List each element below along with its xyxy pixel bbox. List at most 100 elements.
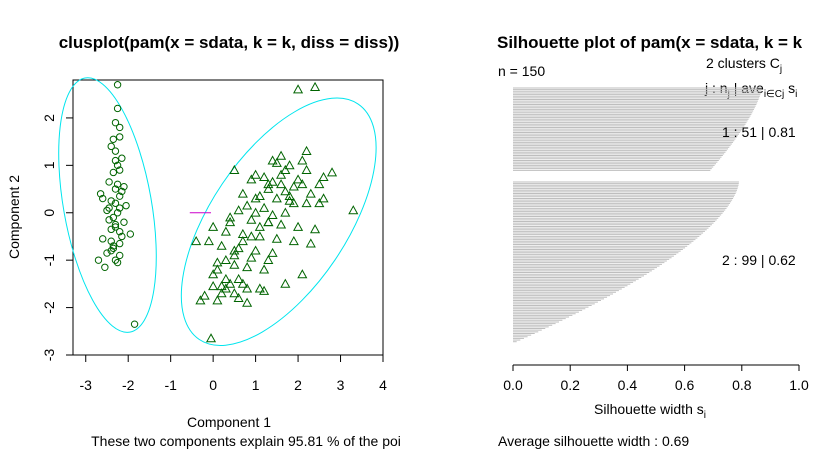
cluster-2-point: [276, 150, 287, 160]
cluster-2-point: [233, 205, 244, 215]
cluster-1-point: [120, 218, 128, 226]
cluster-1-point: [107, 197, 115, 205]
cluster-1-point: [111, 220, 120, 229]
cluster-2-point: [220, 254, 231, 265]
silhouette-average-label: Average silhouette width : 0.69: [498, 433, 689, 449]
clusplot-ylabel: Component 2: [6, 175, 22, 259]
cluster-2-point: [259, 285, 270, 295]
cluster-2-point: [263, 183, 274, 193]
y-tick-label: 2: [41, 114, 57, 122]
cluster-2-point: [246, 174, 257, 184]
cluster-2-point: [229, 164, 240, 174]
x-tick-label: -1: [164, 377, 177, 393]
x-tick-label: 0.2: [560, 377, 580, 393]
cluster-2-point: [288, 235, 299, 246]
x-tick-label: 2: [294, 377, 302, 393]
cluster-1-point: [116, 239, 124, 248]
cluster-2-point: [276, 219, 287, 229]
x-tick-label: 3: [337, 377, 345, 393]
cluster-1-point: [103, 206, 111, 215]
cluster-2-point: [293, 84, 304, 94]
cluster-2-point: [220, 226, 231, 236]
cluster-2-point: [301, 164, 312, 174]
cluster-2-point: [208, 221, 219, 231]
cluster-2-point: [259, 171, 270, 182]
cluster-2-point: [267, 155, 278, 165]
cluster-2-point: [220, 273, 231, 283]
cluster-2-point: [216, 281, 227, 291]
cluster-1-point: [109, 244, 118, 253]
cluster-1-point: [116, 192, 124, 200]
clusplot-x-axis: -3 -2 -1 0 1 2 3 4: [80, 355, 387, 393]
cluster-2-point: [293, 221, 304, 231]
cluster-1-point: [130, 320, 139, 328]
cluster-2-point: [263, 217, 274, 227]
silhouette-title: Silhouette plot of pam(x = sdata, k = k: [497, 33, 803, 52]
cluster-1-point: [118, 187, 126, 196]
silhouette-bars: [513, 87, 762, 343]
clusplot-y-axis: -3 -2 -1 0 1 2: [41, 114, 73, 361]
cluster-1-point: [126, 230, 135, 238]
cluster-2-point: [305, 188, 316, 198]
silhouette-panel: Silhouette plot of pam(x = sdata, k = k …: [497, 33, 809, 449]
y-tick-label: 1: [41, 161, 57, 169]
cluster-2-point: [267, 176, 278, 186]
cluster-2-point: [212, 264, 223, 274]
cluster-2-point: [242, 283, 253, 293]
cluster-1-point: [109, 242, 118, 250]
cluster-1-point: [96, 190, 105, 198]
cluster-2-point: [293, 174, 304, 184]
cluster-2-point: [254, 283, 265, 293]
cluster-2-point: [254, 231, 265, 241]
cluster-2-point: [271, 233, 282, 243]
clusplot-xlabel: Component 1: [187, 414, 271, 430]
x-tick-label: 0.8: [732, 377, 752, 393]
cluster-1-point: [99, 194, 107, 203]
cluster-1-point: [116, 133, 124, 141]
cluster-1-point: [118, 232, 126, 241]
cluster-1-point: [111, 185, 120, 193]
cluster-2-point: [310, 224, 321, 234]
cluster-1-point: [107, 142, 115, 151]
cluster-2-point: [263, 217, 274, 227]
cluster-1-point: [107, 225, 115, 234]
cluster-2-point: [284, 160, 295, 170]
cluster-1-point: [111, 256, 120, 264]
cluster-1-point: [109, 168, 118, 177]
cluster-2-point: [229, 259, 240, 269]
cluster-2-point: [233, 273, 244, 283]
cluster-2-point: [250, 193, 261, 203]
cluster-2-point: [301, 198, 312, 208]
cluster-2-point: [288, 198, 299, 208]
silhouette-n-label: n = 150: [498, 63, 545, 79]
x-tick-label: 0.4: [618, 377, 638, 393]
cluster-2-point: [280, 186, 291, 196]
cluster-1-ellipse: [58, 77, 157, 333]
cluster-2-point: [237, 278, 248, 288]
x-tick-label: 0.0: [503, 377, 523, 393]
cluster-2-point: [208, 269, 219, 279]
cluster-2-point: [271, 193, 282, 203]
cluster-2-point: [242, 262, 253, 272]
cluster-1-point: [113, 104, 122, 113]
cluster-1-point: [109, 135, 118, 143]
cluster-1-point: [111, 223, 120, 231]
cluster-1-point: [111, 147, 120, 155]
cluster-1-point: [99, 235, 107, 243]
cluster-2-point: [348, 205, 359, 215]
cluster-2-point: [229, 245, 240, 255]
cluster-2-point: [284, 195, 295, 205]
cluster-2-point: [301, 145, 312, 155]
cluster-2-point: [263, 179, 274, 189]
clusplot-caption: These two components explain 95.81 % of …: [91, 433, 401, 449]
x-tick-label: 0.6: [675, 377, 695, 393]
cluster-2-point: [288, 181, 299, 191]
cluster-1-point: [111, 156, 120, 165]
cluster-1-point: [105, 216, 113, 224]
cluster-1-point: [116, 228, 124, 236]
clusplot-panel: clusplot(pam(x = sdata, k = k, diss = di…: [6, 33, 401, 449]
cluster-2-point: [205, 333, 217, 343]
cluster-2-point: [250, 169, 261, 179]
cluster-2-point: [246, 252, 257, 262]
